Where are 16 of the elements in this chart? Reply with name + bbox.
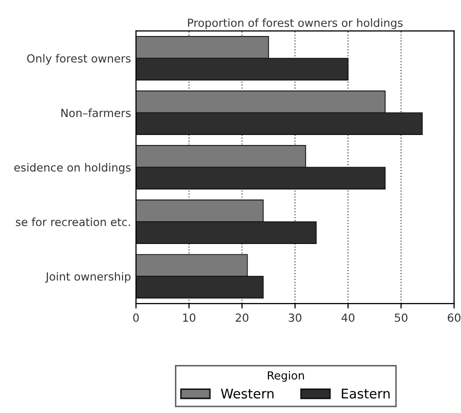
x-tick-label: 40 — [342, 313, 354, 322]
y-tick-label: Joint ownership — [45, 272, 131, 283]
legend-label: Eastern — [342, 388, 390, 399]
x-tick-label: 0 — [133, 313, 139, 322]
x-tick-label: 30 — [288, 313, 302, 322]
x-tick-label: 10 — [183, 313, 196, 322]
x-tick-label: 50 — [394, 313, 408, 322]
legend-title: Region — [268, 371, 304, 382]
y-tick-label: Only forest owners — [27, 54, 131, 65]
y-tick-label: se for recreation etc. — [16, 218, 130, 226]
chart-title: Proportion of forest owners or holdings — [188, 18, 403, 30]
legend-label: Western — [220, 388, 274, 399]
y-tick-label: esidence on holdings — [14, 163, 131, 174]
x-tick-label: 20 — [236, 313, 248, 322]
y-tick-label: Non–farmers — [61, 108, 131, 118]
x-tick-label: 60 — [448, 313, 460, 322]
